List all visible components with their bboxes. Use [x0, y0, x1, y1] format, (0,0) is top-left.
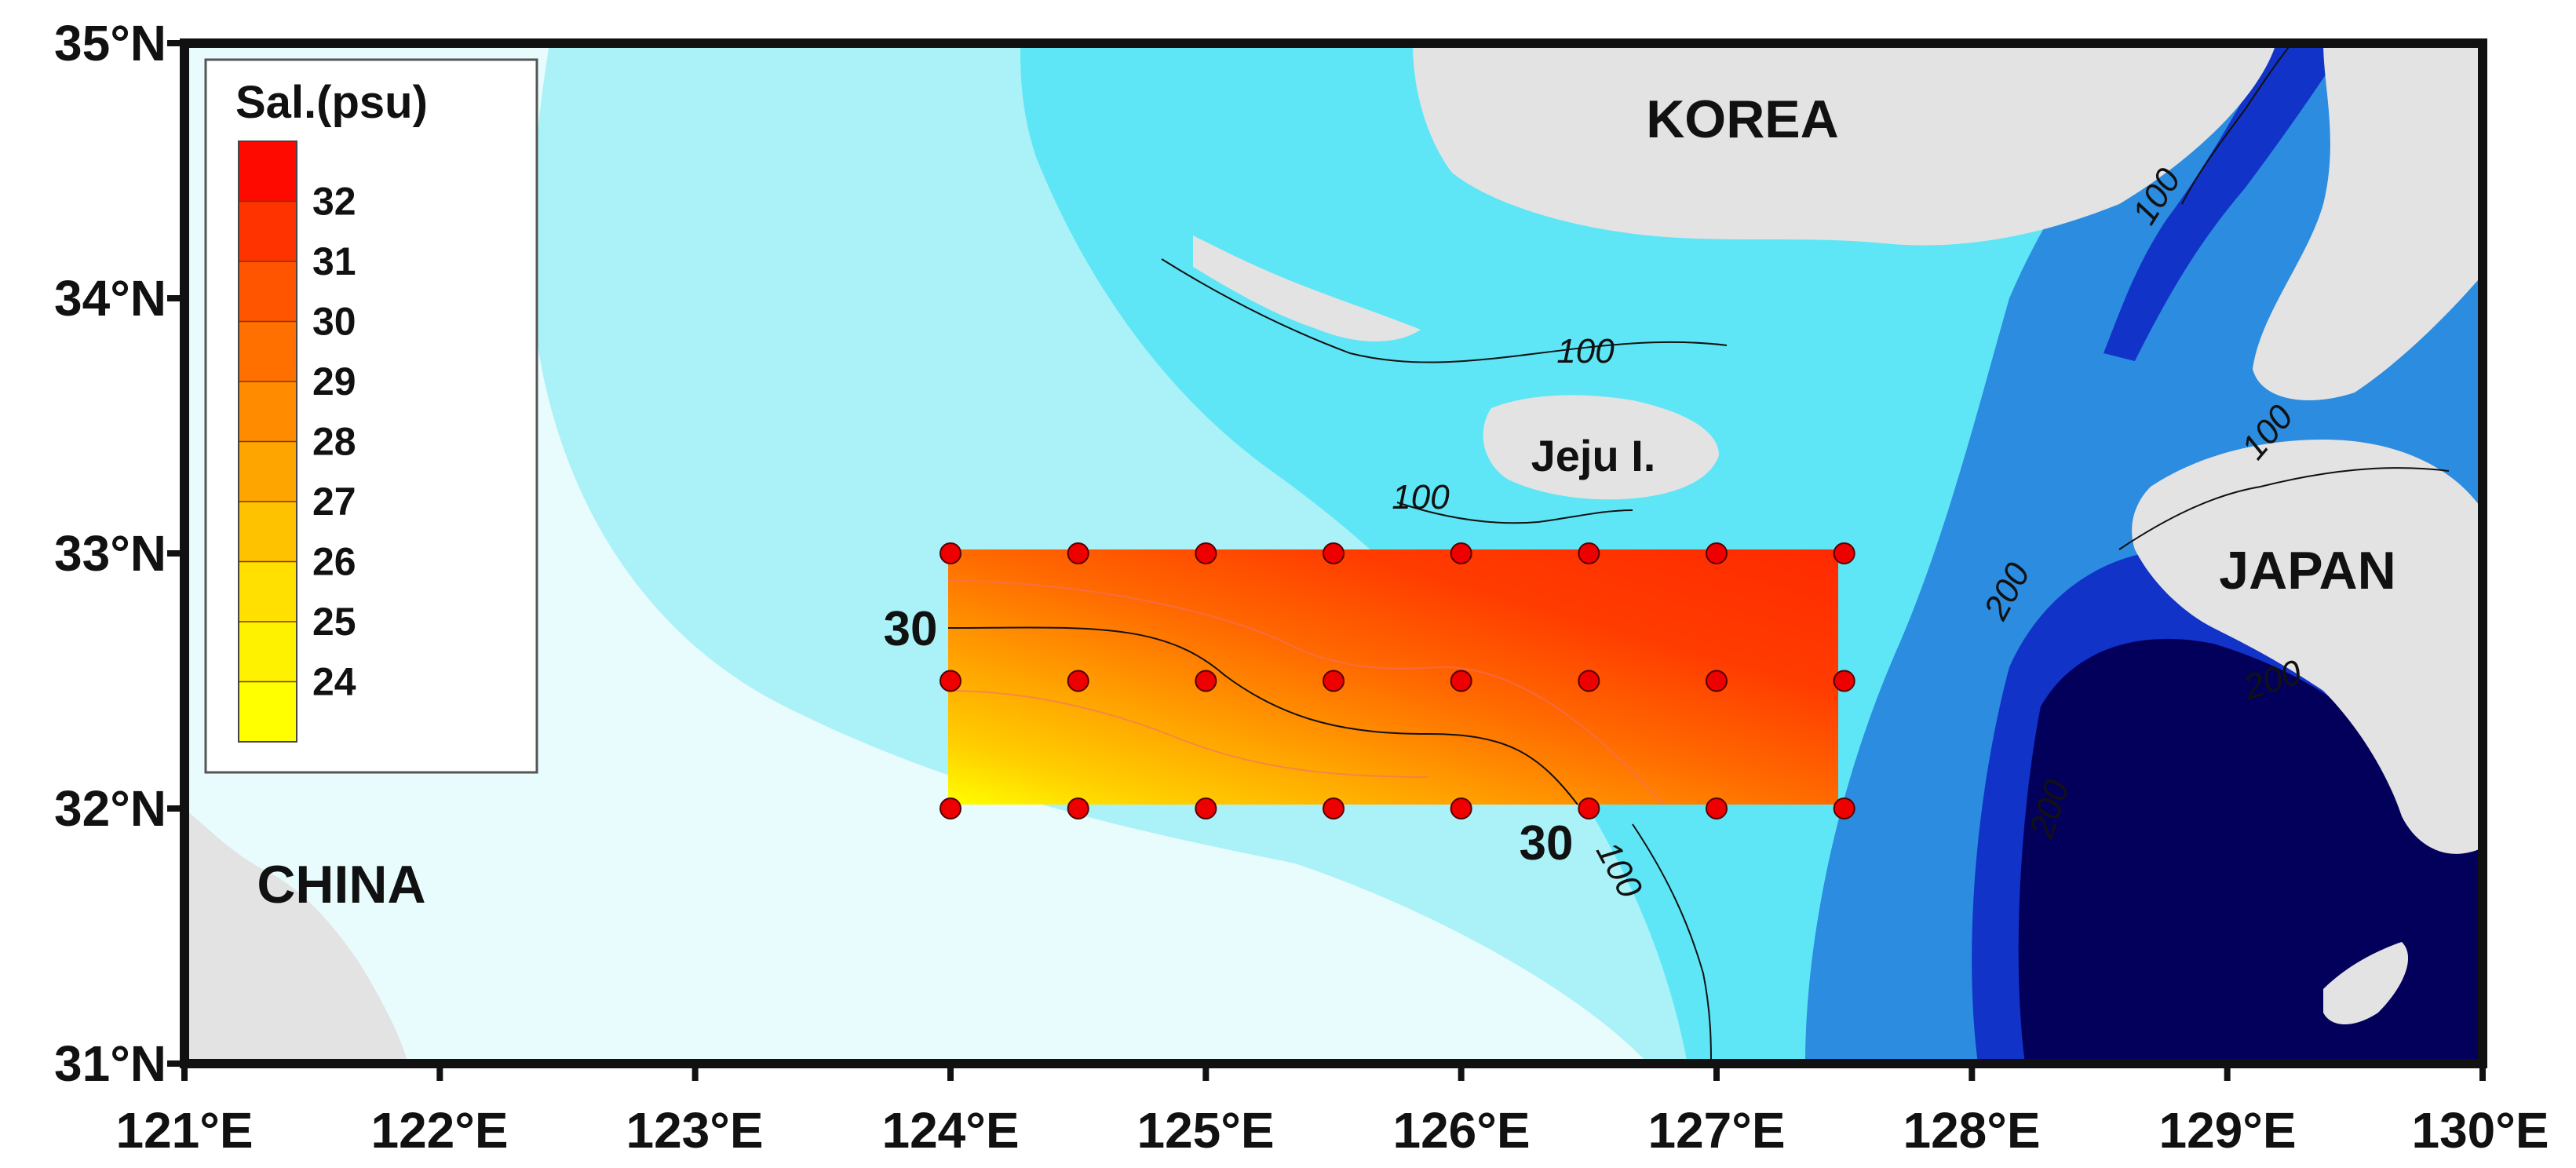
station-marker	[1833, 798, 1855, 819]
station-marker	[1706, 798, 1728, 819]
axis-ticks	[167, 40, 2486, 1081]
salinity-legend: Sal.(psu) 32 31 30 29 28 27 26 25 24	[204, 58, 538, 774]
salinity-field	[940, 542, 1855, 819]
legend-swatch	[239, 261, 297, 322]
salinity-isohaline-mid	[947, 626, 1578, 805]
label-korea: KOREA	[1646, 89, 1839, 149]
station-marker	[1067, 542, 1089, 564]
lon-tick-126: 126°E	[1392, 1102, 1530, 1159]
lon-tick-122: 122°E	[370, 1102, 508, 1159]
lon-tick-127: 127°E	[1647, 1102, 1785, 1159]
legend-tick-label: 27	[312, 480, 356, 524]
lat-tick-32: 32°N	[54, 780, 166, 837]
legend-swatch	[239, 321, 297, 382]
station-marker	[1195, 542, 1217, 564]
lon-tick-125: 125°E	[1137, 1102, 1274, 1159]
legend-tick-label: 25	[312, 600, 356, 644]
label-china: CHINA	[257, 855, 425, 914]
salinity-isohaline-upper	[947, 580, 1665, 805]
legend-tick-label: 24	[312, 660, 356, 704]
station-marker	[1323, 670, 1345, 692]
legend-swatch	[239, 622, 297, 682]
legend-swatch	[239, 502, 297, 562]
station-marker	[1578, 542, 1600, 564]
legend-tick-label: 29	[312, 360, 356, 403]
legend-color-bar	[238, 141, 297, 743]
contour-100-japan	[2118, 467, 2450, 550]
jeju-island	[1483, 395, 1719, 500]
contour-100-south	[1632, 823, 1712, 1064]
label-japan: JAPAN	[2219, 541, 2395, 600]
station-marker	[1195, 798, 1217, 819]
station-marker	[940, 670, 961, 692]
legend-tick-label: 28	[312, 420, 356, 464]
lon-tick-121: 121°E	[115, 1102, 253, 1159]
station-marker	[1578, 798, 1600, 819]
land-layer	[184, 43, 2483, 1064]
legend-swatch	[239, 441, 297, 502]
station-marker	[1578, 670, 1600, 692]
lat-tick-33: 33°N	[54, 525, 166, 582]
contour-100-ne	[2181, 43, 2293, 205]
station-marker	[940, 542, 961, 564]
contour-100-north	[1161, 258, 1728, 363]
station-marker	[1195, 670, 1217, 692]
legend-tick-labels: 32 31 30 29 28 27 26 25 24	[312, 180, 356, 704]
lat-tick-31: 31°N	[54, 1035, 166, 1092]
station-marker	[1833, 542, 1855, 564]
station-marker	[1067, 670, 1089, 692]
station-marker	[940, 798, 961, 819]
station-marker	[1706, 542, 1728, 564]
japan-south-island	[2323, 942, 2409, 1024]
station-marker	[1450, 798, 1472, 819]
legend-tick-label: 31	[312, 239, 356, 283]
station-marker	[1323, 542, 1345, 564]
lat-tick-34: 34°N	[54, 270, 166, 327]
legend-tick-label: 26	[312, 540, 356, 584]
legend-title: Sal.(psu)	[235, 77, 428, 128]
korea-landmass	[1413, 43, 2276, 246]
salinity-label-south: 30	[1520, 816, 1574, 871]
salinity-label-west: 30	[884, 602, 938, 656]
station-markers	[940, 542, 1855, 819]
contour-100-jeju	[1396, 502, 1633, 524]
bathymetry-contours	[1161, 43, 2450, 1064]
station-marker	[1450, 670, 1472, 692]
salinity-isohaline-lower	[947, 690, 1429, 778]
station-marker	[1323, 798, 1345, 819]
station-marker	[1833, 670, 1855, 692]
legend-tick-label: 30	[312, 300, 356, 344]
station-marker	[1450, 542, 1472, 564]
korea-west-islands	[1193, 235, 1421, 341]
legend-swatch	[239, 201, 297, 262]
lon-tick-129: 129°E	[2158, 1102, 2296, 1159]
bathy-label-jeju-sw: 100	[1392, 478, 1450, 516]
japan-north-landmass	[2253, 43, 2483, 400]
lon-tick-123: 123°E	[626, 1102, 763, 1159]
bathy-label-korea-shelf: 100	[1556, 332, 1615, 370]
legend-bar-frame	[238, 141, 297, 743]
longitude-labels: 121°E 122°E 123°E 124°E 125°E 126°E 127°…	[115, 1102, 2549, 1159]
legend-swatch	[239, 381, 297, 442]
station-marker	[1706, 670, 1728, 692]
label-jeju: Jeju I.	[1531, 431, 1656, 480]
legend-swatch	[239, 681, 297, 743]
latitude-labels: 31°N 32°N 33°N 34°N 35°N	[54, 15, 166, 1092]
legend-swatch	[239, 561, 297, 622]
lon-tick-124: 124°E	[881, 1102, 1019, 1159]
japan-kyushu-landmass	[2132, 440, 2483, 854]
lon-tick-128: 128°E	[1903, 1102, 2040, 1159]
legend-swatch	[239, 141, 297, 202]
china-landmass	[184, 808, 408, 1064]
station-marker	[1067, 798, 1089, 819]
lat-tick-35: 35°N	[54, 15, 166, 71]
legend-tick-label: 32	[312, 180, 356, 224]
lon-tick-130: 130°E	[2411, 1102, 2549, 1159]
